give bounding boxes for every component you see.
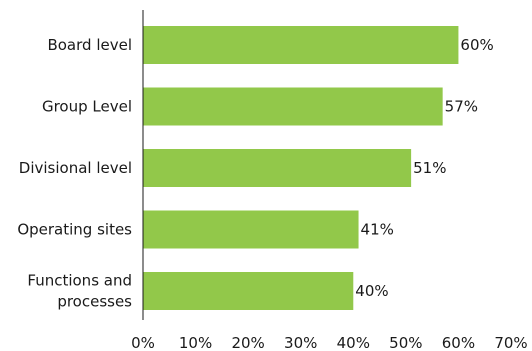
x-tick-label-7: 70% [494, 334, 527, 351]
data-label-1: 57% [445, 98, 478, 116]
data-labels: 60% 57% 51% 41% 40% [355, 36, 493, 300]
bar-2 [143, 149, 412, 187]
bars-group [143, 26, 459, 310]
x-tick-label-2: 20% [231, 334, 264, 351]
category-label-1: Group Level [42, 98, 132, 116]
category-label-line: processes [57, 293, 132, 311]
x-tick-label-6: 60% [442, 334, 475, 351]
x-tick-label-3: 30% [284, 334, 317, 351]
category-label-3: Operating sites [17, 221, 132, 239]
data-label-4: 40% [355, 282, 388, 300]
category-label-line: Group Level [42, 98, 132, 116]
data-label-2: 51% [413, 159, 446, 177]
x-tick-label-5: 50% [389, 334, 422, 351]
x-tick-label-1: 10% [179, 334, 212, 351]
category-label-4: Functions and processes [27, 272, 132, 311]
x-tick-labels: 0% 10% 20% 30% 40% 50% 60% 70% [131, 334, 528, 351]
bar-0 [143, 26, 459, 64]
bar-3 [143, 210, 359, 249]
bar-4 [143, 272, 354, 310]
data-label-0: 60% [460, 36, 493, 54]
category-label-line: Functions and [27, 272, 132, 290]
x-tick-label-0: 0% [131, 334, 155, 351]
bar-1 [143, 87, 443, 126]
category-label-line: Divisional level [19, 159, 132, 177]
category-label-0: Board level [47, 36, 132, 54]
category-label-2: Divisional level [19, 159, 132, 177]
category-label-line: Board level [47, 36, 132, 54]
data-label-3: 41% [361, 221, 394, 239]
x-tick-label-4: 40% [337, 334, 370, 351]
category-label-line: Operating sites [17, 221, 132, 239]
category-labels: Board level Group Level Divisional level Op… [17, 36, 132, 311]
